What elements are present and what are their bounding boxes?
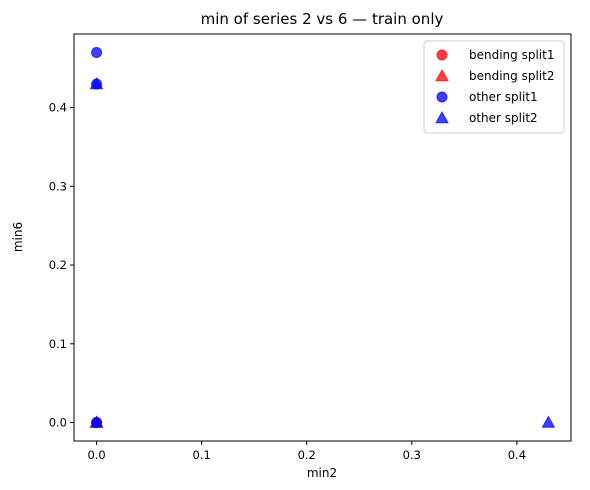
legend-marker [435,68,449,82]
legend: bending split1 bending split2 other split1… [423,40,565,134]
x-tick-label: 0.0 [87,448,105,462]
data-point [89,76,104,90]
y-tick-label: 0.0 [49,416,67,430]
legend-marker [436,91,448,103]
y-tick-label: 0.4 [49,101,67,115]
x-tick-label: 0.1 [193,448,211,462]
y-tick-label: 0.1 [49,337,67,351]
y-tick-label: 0.2 [49,258,67,272]
data-point [91,47,103,58]
legend-label: bending split1 [469,48,554,62]
legend-marker [435,110,449,124]
legend-label: other split1 [469,90,538,104]
legend-box [423,40,565,134]
data-point [541,415,556,428]
legend-label: other split2 [469,111,538,125]
legend-marker [436,49,448,61]
x-tick-label: 0.2 [298,448,316,462]
data-point [89,415,104,428]
axes-frame [73,33,572,442]
x-axis-label: min2 [307,466,337,480]
y-axis-label: min6 [11,222,25,252]
x-tick-label: 0.3 [403,448,421,462]
chart-title: min of series 2 vs 6 — train only [201,10,444,28]
legend-label: bending split2 [469,69,554,83]
y-tick-label: 0.3 [49,179,67,193]
x-tick-label: 0.4 [508,448,526,462]
